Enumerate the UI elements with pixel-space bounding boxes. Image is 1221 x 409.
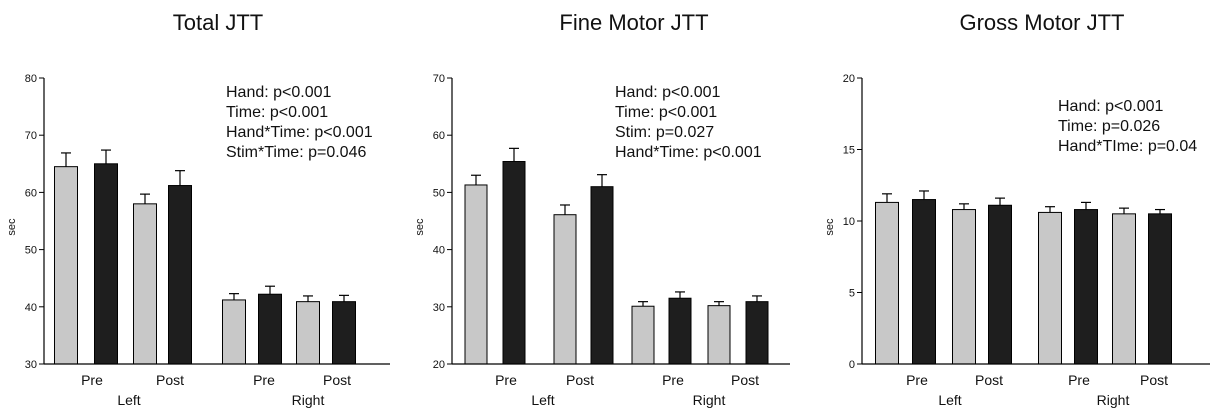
chart-panel-2: Fine Motor JTT sec 20 30 40 50 60 70 Pre Post Pre P… [414,10,790,408]
y-tick-label: 30 [25,359,37,371]
y-tick-label: 70 [25,130,37,142]
bar [1038,211,1062,365]
y-tick-label: 20 [843,73,855,85]
bar [590,186,614,365]
bar [1112,213,1136,365]
chart-title: Gross Motor JTT [959,10,1124,35]
y-tick-label: 30 [433,302,445,314]
y-tick-label: 40 [433,245,445,257]
y-tick-label: 15 [843,145,855,157]
stat-annotation: Stim: p=0.027 [615,124,714,141]
stat-annotation: Hand: p<0.001 [1058,98,1164,115]
y-axis-label: sec [824,218,836,236]
bar [875,201,899,365]
bar [502,161,526,365]
bar [464,184,488,365]
x-time-label: Post [731,372,759,388]
bar [745,301,769,365]
y-tick-label: 50 [433,187,445,199]
stat-annotation: Hand*Time: p<0.001 [615,144,762,161]
stat-annotation: Time: p<0.001 [615,104,717,121]
y-tick-label: 50 [25,245,37,257]
x-time-label: Post [1140,372,1168,388]
bar [631,305,655,365]
bar [332,301,356,365]
y-tick-label: 60 [25,187,37,199]
bar [988,204,1012,365]
stat-annotation: Time: p<0.001 [226,104,328,121]
y-tick-label: 0 [849,359,855,371]
chart-title: Total JTT [173,10,263,35]
bar [1148,213,1172,365]
y-tick-label: 60 [433,130,445,142]
x-time-label: Post [566,372,594,388]
bar [668,297,692,365]
stat-annotation: Hand*TIme: p=0.04 [1058,138,1197,155]
x-hand-label: Right [292,392,325,408]
stat-annotation: Time: p=0.026 [1058,118,1160,135]
x-time-label: Pre [495,372,517,388]
x-hand-label: Left [938,392,961,408]
chart-panel-3: Gross Motor JTT sec 0 5 10 15 20 Pre Post Pre Post… [824,10,1210,408]
bar [707,305,731,365]
bar [94,163,118,365]
x-hand-label: Left [117,392,140,408]
bar [952,209,976,365]
bar [912,199,936,365]
y-axis-label: sec [414,218,426,236]
x-time-label: Pre [81,372,103,388]
bar [54,166,78,365]
bar [296,301,320,365]
x-time-label: Pre [662,372,684,388]
stat-annotation: Hand: p<0.001 [615,84,721,101]
y-tick-label: 10 [843,216,855,228]
x-hand-label: Right [1097,392,1130,408]
stat-annotation: Hand: p<0.001 [226,84,332,101]
y-tick-label: 80 [25,73,37,85]
y-tick-label: 5 [849,288,855,300]
bar [553,214,577,365]
y-tick-label: 40 [25,302,37,314]
y-tick-label: 20 [433,359,445,371]
x-time-label: Pre [906,372,928,388]
x-time-label: Post [156,372,184,388]
bar [1074,209,1098,365]
bar [133,203,157,365]
x-time-label: Post [323,372,351,388]
x-time-label: Post [975,372,1003,388]
chart-title: Fine Motor JTT [559,10,708,35]
stat-annotation: Hand*Time: p<0.001 [226,124,373,141]
y-tick-label: 70 [433,73,445,85]
bar [168,185,192,365]
x-time-label: Pre [1068,372,1090,388]
bar [222,299,246,365]
y-axis-label: sec [6,218,18,236]
x-hand-label: Left [531,392,554,408]
x-time-label: Pre [253,372,275,388]
stat-annotation: Stim*Time: p=0.046 [226,144,366,161]
x-hand-label: Right [693,392,726,408]
chart-panel-1: Total JTT sec 30 40 50 60 70 80 Pre Post Pre Post Le… [6,10,390,408]
bar [258,293,282,365]
